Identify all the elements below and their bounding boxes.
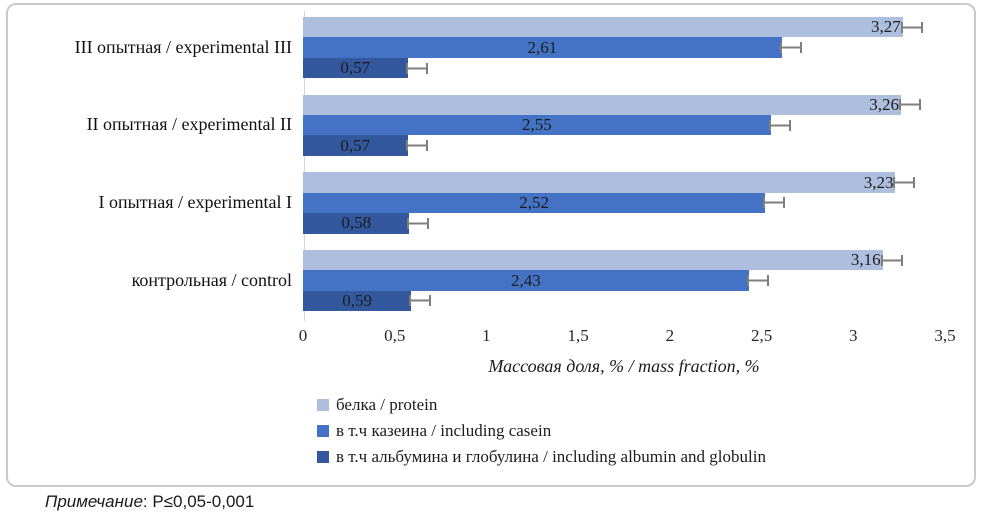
bar: 0,58 — [303, 213, 410, 234]
legend-swatch — [317, 425, 329, 437]
bar: 3,27 — [303, 17, 903, 38]
error-bar — [779, 42, 802, 54]
x-tick-label: 1 — [482, 326, 491, 345]
error-bar — [405, 62, 428, 74]
x-tick-label: 0,5 — [384, 326, 406, 345]
error-bar — [768, 119, 791, 131]
legend: белка / protein в т.ч казеина / including… — [317, 392, 766, 470]
category-label: II опытная / experimental II — [86, 114, 292, 135]
note-text: : P≤0,05-0,001 — [142, 492, 255, 511]
legend-label: в т.ч альбумина и глобулина / including … — [336, 447, 766, 466]
y-axis-line — [304, 11, 305, 321]
bar-value-label: 3,26 — [869, 94, 899, 114]
bar: 2,61 — [303, 37, 782, 58]
x-axis-title: Массовая доля, % / mass fraction, % — [488, 356, 760, 376]
bar-value-label: 0,57 — [340, 57, 371, 77]
bar-value-label: 0,59 — [342, 290, 372, 310]
bar: 2,52 — [303, 192, 766, 214]
note-label: Примечание — [45, 492, 143, 511]
bar: 0,59 — [303, 290, 412, 312]
bar-value-label: 0,57 — [340, 135, 371, 155]
bar: 0,57 — [303, 135, 408, 156]
error-bar — [407, 217, 430, 229]
bar-value-label: 3,23 — [863, 172, 894, 192]
legend-item: белка / protein — [317, 392, 766, 418]
x-tick-label: 0 — [298, 326, 308, 345]
bar: 0,57 — [303, 57, 408, 79]
x-tick-label: 3 — [849, 326, 858, 345]
legend-item: в т.ч казеина / including casein — [317, 418, 766, 444]
error-bar — [763, 197, 786, 209]
error-bar — [893, 177, 916, 189]
legend-label: в т.ч казеина / including casein — [336, 421, 552, 440]
legend-swatch — [317, 451, 329, 463]
legend-label: белка / protein — [336, 395, 438, 414]
bar-value-label: 2,52 — [519, 192, 549, 212]
error-bar — [900, 21, 923, 33]
category-label: III опытная / experimental III — [74, 36, 292, 57]
bar-value-label: 0,58 — [341, 213, 372, 233]
bar-value-label: 3,27 — [871, 17, 901, 37]
legend-item: в т.ч альбумина и глобулина / including … — [317, 444, 766, 470]
legend-swatch — [317, 399, 329, 411]
bar: 3,16 — [303, 249, 883, 271]
bar-value-label: 2,43 — [510, 270, 541, 290]
x-tick-label: 3,5 — [934, 326, 956, 345]
bar: 2,55 — [303, 115, 771, 136]
bar-value-label: 2,55 — [521, 115, 552, 135]
bar: 3,23 — [303, 172, 896, 193]
error-bar — [409, 295, 432, 307]
bar: 2,43 — [303, 270, 749, 291]
category-label: контрольная / control — [131, 269, 292, 290]
chart-frame — [6, 3, 976, 487]
note: Примечание: P≤0,05-0,001 — [45, 492, 254, 512]
bar-value-label: 3,16 — [850, 250, 881, 270]
error-bar — [746, 275, 769, 287]
x-tick-label: 2 — [665, 326, 675, 345]
error-bar — [898, 99, 921, 111]
bar-value-label: 2,61 — [527, 37, 558, 57]
category-label: I опытная / experimental I — [98, 191, 292, 212]
error-bar — [405, 140, 428, 152]
x-tick-label: 1,5 — [567, 326, 589, 345]
error-bar — [880, 254, 903, 266]
bar: 3,26 — [303, 94, 901, 116]
x-tick-label: 2,5 — [750, 326, 773, 345]
